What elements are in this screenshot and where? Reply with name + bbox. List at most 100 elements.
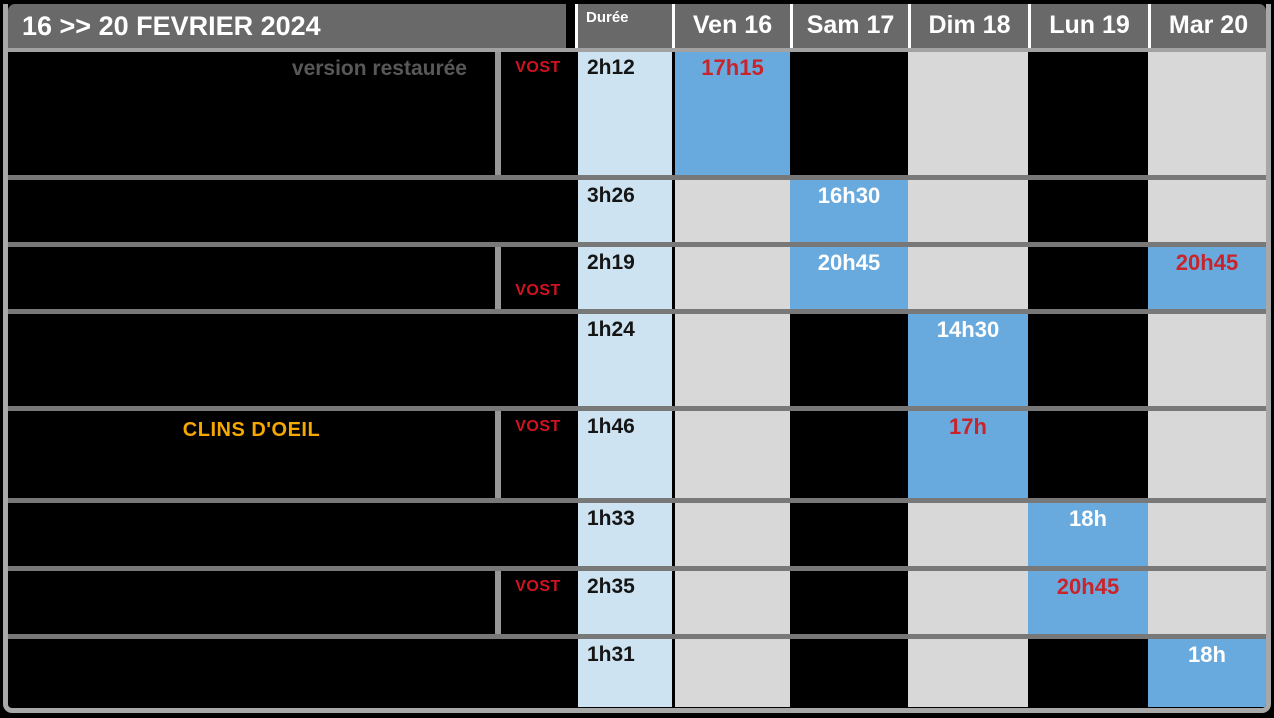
column-gap: [575, 411, 578, 498]
empty-day-cell: [790, 314, 908, 406]
day-header-ven16: Ven 16: [672, 4, 790, 48]
showtime-cell[interactable]: 17h15: [675, 52, 790, 175]
empty-day-cell: [675, 571, 790, 634]
empty-day-cell: [1028, 247, 1148, 309]
empty-day-cell: [1148, 180, 1266, 242]
column-gap: [672, 411, 675, 498]
movie-title-cell: [8, 639, 495, 707]
row-separator: [8, 175, 1266, 180]
movie-row: 3h26 16h30: [8, 180, 1266, 242]
column-gap: [672, 52, 675, 175]
row-separator: [8, 566, 1266, 571]
showtime-cell[interactable]: 20h45: [1028, 571, 1148, 634]
showtime-cell[interactable]: 14h30: [908, 314, 1028, 406]
duration-column-header: Durée: [575, 4, 672, 48]
showtime-cell[interactable]: 17h: [908, 411, 1028, 498]
empty-day-cell: [675, 639, 790, 707]
empty-day-cell: [908, 52, 1028, 175]
empty-day-cell: [675, 180, 790, 242]
showtime-cell[interactable]: 18h: [1148, 639, 1266, 707]
column-gap: [575, 314, 578, 406]
day-header-sam17: Sam 17: [790, 4, 908, 48]
column-gap: [575, 247, 578, 309]
empty-day-cell: [1148, 52, 1266, 175]
column-gap: [672, 571, 675, 634]
duration-cell: 1h24: [578, 314, 672, 406]
vost-badge: VOST: [501, 52, 575, 175]
showtime-label: 20h45: [817, 250, 881, 275]
showtime-cell[interactable]: 20h45: [790, 247, 908, 309]
duration-cell: 2h12: [578, 52, 672, 175]
movie-row: 1h31 18h: [8, 639, 1266, 707]
vost-badge: VOST: [501, 247, 575, 309]
empty-day-cell: [675, 247, 790, 309]
duration-cell: 2h19: [578, 247, 672, 309]
row-separator: [8, 309, 1266, 314]
empty-day-cell: [1028, 314, 1148, 406]
empty-day-cell: [908, 503, 1028, 566]
header-gap: [566, 4, 575, 48]
showtime-label: 18h: [1188, 642, 1226, 667]
movie-row: 1h33 18h: [8, 503, 1266, 566]
duration-cell: 3h26: [578, 180, 672, 242]
empty-vost-cell: [495, 503, 575, 566]
empty-vost-cell: [495, 314, 575, 406]
empty-day-cell: [790, 52, 908, 175]
movie-row: VOST 2h35 20h45: [8, 571, 1266, 634]
empty-day-cell: [790, 639, 908, 707]
empty-day-cell: [908, 639, 1028, 707]
empty-day-cell: [908, 247, 1028, 309]
duration-cell: 1h33: [578, 503, 672, 566]
column-gap: [575, 52, 578, 175]
empty-day-cell: [790, 411, 908, 498]
date-range-title: 16 >> 20 FEVRIER 2024: [8, 4, 566, 48]
empty-day-cell: [908, 180, 1028, 242]
empty-day-cell: [1148, 503, 1266, 566]
empty-vost-cell: [495, 180, 575, 242]
showtime-label: 17h: [949, 414, 987, 439]
movie-title-cell: [8, 247, 495, 309]
movie-row: CLINS D'OEIL VOST 1h46 17h: [8, 411, 1266, 498]
empty-day-cell: [675, 503, 790, 566]
vost-badge: VOST: [501, 411, 575, 498]
movie-title-cell: [8, 314, 495, 406]
movie-title-cell: [8, 180, 495, 242]
empty-day-cell: [1028, 639, 1148, 707]
day-header-lun19: Lun 19: [1028, 4, 1148, 48]
empty-day-cell: [1148, 411, 1266, 498]
table-header-row: 16 >> 20 FEVRIER 2024 Durée Ven 16 Sam 1…: [8, 4, 1266, 48]
showtime-cell[interactable]: 16h30: [790, 180, 908, 242]
empty-day-cell: [1148, 314, 1266, 406]
day-header-mar20: Mar 20: [1148, 4, 1266, 48]
row-separator: [8, 498, 1266, 503]
column-gap: [575, 571, 578, 634]
showtime-label: 17h15: [701, 55, 764, 80]
empty-vost-cell: [495, 639, 575, 707]
column-gap: [672, 314, 675, 406]
empty-day-cell: [1028, 180, 1148, 242]
empty-day-cell: [1028, 52, 1148, 175]
vost-column-separator: [495, 571, 501, 634]
column-gap: [575, 180, 578, 242]
column-gap: [575, 639, 578, 707]
showtime-label: 18h: [1069, 506, 1107, 531]
day-header-dim18: Dim 18: [908, 4, 1028, 48]
row-separator: [8, 634, 1266, 639]
showtime-label: 20h45: [1175, 250, 1239, 275]
column-gap: [672, 503, 675, 566]
showtime-cell[interactable]: 20h45: [1148, 247, 1266, 309]
showtime-cell[interactable]: 18h: [1028, 503, 1148, 566]
movie-row: VOST 2h19 20h45 20h45: [8, 247, 1266, 309]
row-separator: [8, 48, 1266, 52]
showtime-label: 14h30: [936, 317, 1000, 342]
column-gap: [575, 503, 578, 566]
empty-day-cell: [675, 411, 790, 498]
movie-note: version restaurée: [291, 57, 467, 80]
schedule-rows: version restaurée VOST 2h12 17h15 3h26 16h30 V…: [8, 48, 1266, 707]
column-gap: [672, 639, 675, 707]
vost-badge: VOST: [501, 571, 575, 634]
vost-column-separator: [495, 52, 501, 175]
vost-column-separator: [495, 247, 501, 309]
duration-cell: 2h35: [578, 571, 672, 634]
